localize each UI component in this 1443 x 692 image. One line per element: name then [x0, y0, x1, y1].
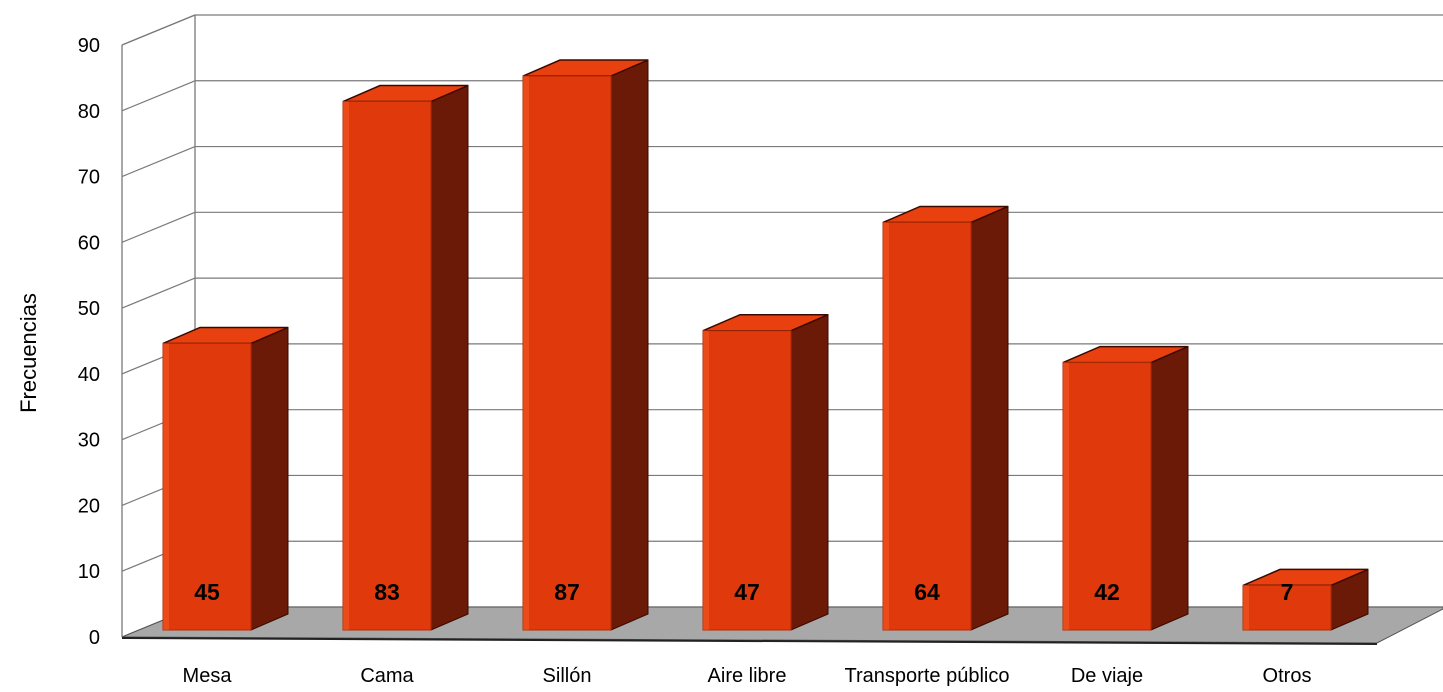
bar-highlight: [703, 330, 709, 630]
bar-side-face: [1150, 345, 1189, 631]
data-label: 45: [194, 579, 220, 605]
x-tick-label: Aire libre: [708, 665, 787, 687]
y-tick-label: 60: [78, 232, 100, 254]
data-label: 47: [734, 579, 760, 605]
data-label: 42: [1094, 579, 1120, 605]
y-tick-label: 30: [78, 430, 100, 452]
bar: [162, 326, 289, 631]
gridline-side: [121, 146, 196, 178]
bar: [1242, 568, 1369, 631]
x-tick-label: Transporte público: [845, 665, 1010, 687]
gridline-side: [121, 14, 196, 46]
y-tick-label: 90: [78, 35, 100, 57]
data-label: 7: [1281, 579, 1294, 605]
data-label: 87: [554, 579, 580, 605]
y-axis-title: Frecuencias: [16, 293, 41, 413]
bar-highlight: [1063, 362, 1069, 630]
data-label: 83: [374, 579, 400, 605]
bar-front-face: [702, 330, 792, 631]
data-label: 64: [914, 579, 940, 605]
bar-side-face: [250, 326, 289, 631]
y-tick-label: 70: [78, 167, 100, 189]
bar-front-face: [522, 75, 612, 631]
bar-highlight: [163, 343, 169, 630]
bar-front-face: [1062, 362, 1152, 631]
bar-front-face: [162, 342, 252, 631]
gridline-side: [121, 80, 196, 112]
bar-side-face: [790, 313, 829, 631]
x-tick-label: Mesa: [183, 665, 233, 687]
x-tick-label: Sillón: [543, 665, 592, 687]
y-tick-label: 80: [78, 101, 100, 123]
bar-side-face: [430, 84, 469, 631]
bar: [1062, 345, 1189, 631]
bar: [882, 205, 1009, 631]
y-tick-label: 40: [78, 364, 100, 386]
y-tick-label: 0: [89, 627, 100, 649]
bar-highlight: [523, 76, 529, 630]
bar-highlight: [343, 101, 349, 631]
y-axis-ticks: 0 10 20 30 40 50 60 70 80 90: [78, 35, 100, 649]
x-tick-label: Otros: [1263, 665, 1312, 687]
x-tick-label: Cama: [360, 665, 414, 687]
data-labels: 45 83 87 47 64 42 7: [194, 579, 1293, 605]
bar-front-face: [1242, 584, 1332, 631]
bar-highlight: [883, 222, 889, 630]
y-tick-label: 20: [78, 495, 100, 517]
bar: [702, 313, 829, 631]
x-axis-labels: Mesa Cama Sillón Aire libre Transporte públi…: [183, 665, 1312, 687]
y-tick-label: 50: [78, 298, 100, 320]
bar: [522, 59, 649, 631]
bar-highlight: [1243, 585, 1249, 630]
bar-side-face: [970, 205, 1009, 631]
bar-side-face: [610, 59, 649, 631]
bar: [342, 84, 469, 631]
y-tick-label: 10: [78, 561, 100, 583]
bar-front-face: [882, 221, 972, 631]
x-tick-label: De viaje: [1071, 665, 1143, 687]
floor-front-edge: [122, 637, 1377, 645]
gridline-side: [121, 277, 196, 309]
gridline-side: [121, 211, 196, 243]
bar-front-face: [342, 101, 432, 631]
bars: [162, 59, 1369, 631]
